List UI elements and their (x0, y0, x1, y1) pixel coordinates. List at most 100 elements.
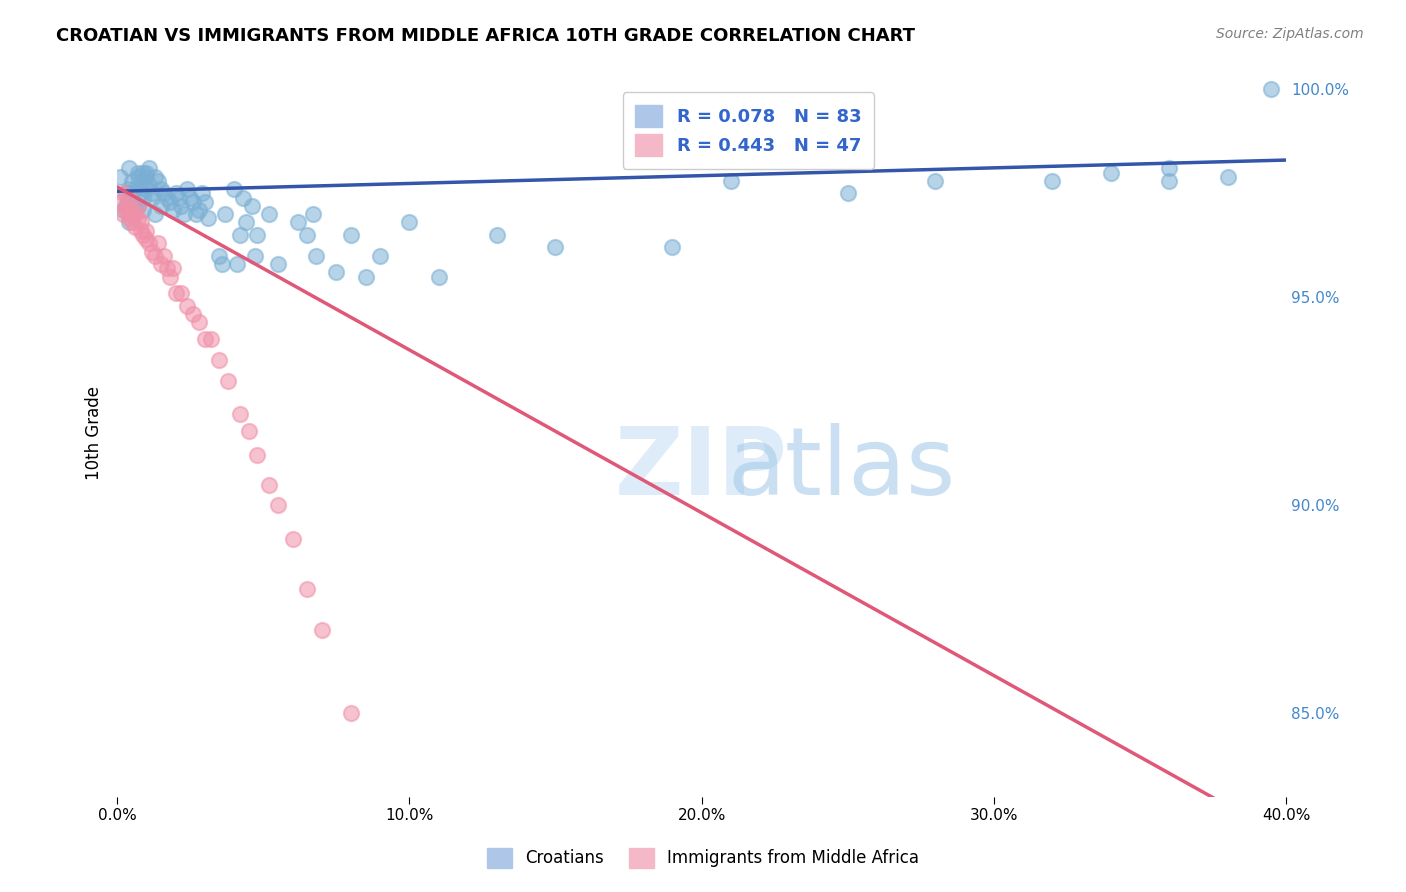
Point (132, 190, 155, 204)
Point (115, 199, 138, 213)
Point (181, 194, 204, 209)
Point (132, 165, 155, 179)
Point (194, 332, 217, 346)
Point (544, 240, 567, 254)
Point (121, 215, 143, 229)
Point (194, 194, 217, 209)
Point (124, 182, 146, 196)
Point (211, 257, 233, 271)
Point (121, 207, 143, 221)
Point (127, 199, 149, 213)
Point (246, 449, 269, 463)
Point (127, 199, 149, 213)
Point (118, 161, 141, 176)
Point (837, 186, 859, 201)
Point (121, 202, 143, 217)
Point (112, 207, 135, 221)
Legend: Croatians, Immigrants from Middle Africa: Croatians, Immigrants from Middle Africa (479, 841, 927, 875)
Point (427, 269, 450, 284)
Point (121, 186, 143, 201)
Point (173, 207, 195, 221)
Point (138, 161, 160, 176)
Point (208, 249, 231, 263)
Point (150, 257, 173, 271)
Legend: R = 0.078   N = 83, R = 0.443   N = 47: R = 0.078 N = 83, R = 0.443 N = 47 (623, 92, 875, 169)
Point (1099, 165, 1122, 179)
Point (1260, 82, 1282, 96)
Point (170, 286, 193, 301)
Point (167, 190, 190, 204)
Point (214, 207, 236, 221)
Point (1040, 174, 1063, 188)
Point (159, 269, 181, 284)
Point (295, 582, 318, 596)
Point (121, 174, 143, 188)
Point (232, 190, 254, 204)
Point (924, 174, 946, 188)
Point (127, 211, 149, 226)
Point (115, 202, 138, 217)
Point (165, 186, 187, 201)
Point (188, 315, 211, 329)
Point (162, 261, 184, 276)
Point (287, 215, 309, 229)
Point (257, 207, 280, 221)
Point (229, 407, 252, 421)
Text: Source: ZipAtlas.com: Source: ZipAtlas.com (1216, 27, 1364, 41)
Point (143, 249, 166, 263)
Point (141, 186, 163, 201)
Point (118, 215, 141, 229)
Point (146, 174, 169, 188)
Y-axis label: 10th Grade: 10th Grade (86, 385, 103, 480)
Point (132, 202, 155, 217)
Point (179, 190, 201, 204)
Point (118, 211, 141, 226)
Point (108, 169, 131, 184)
Point (340, 706, 363, 721)
Point (661, 240, 683, 254)
Point (240, 199, 263, 213)
Point (267, 257, 290, 271)
Point (115, 186, 138, 201)
Point (129, 224, 152, 238)
Point (138, 236, 160, 251)
Point (305, 249, 328, 263)
Point (222, 182, 245, 196)
Point (238, 424, 260, 438)
Point (132, 227, 155, 242)
Point (235, 215, 257, 229)
Point (176, 182, 198, 196)
Point (176, 299, 198, 313)
Point (135, 169, 157, 184)
Point (138, 178, 160, 192)
Point (108, 194, 131, 209)
Point (159, 194, 181, 209)
Point (156, 190, 179, 204)
Point (129, 186, 152, 201)
Point (141, 244, 163, 259)
Point (127, 169, 149, 184)
Point (143, 169, 166, 184)
Point (226, 257, 249, 271)
Point (325, 265, 347, 279)
Point (146, 236, 169, 251)
Point (156, 261, 179, 276)
Point (135, 182, 157, 196)
Point (124, 207, 146, 221)
Point (246, 227, 269, 242)
Point (129, 174, 152, 188)
Point (257, 477, 280, 491)
Point (127, 165, 149, 179)
Point (200, 332, 222, 346)
Point (170, 199, 193, 213)
Point (118, 182, 141, 196)
Point (162, 202, 184, 217)
Point (486, 227, 509, 242)
Point (398, 215, 420, 229)
Point (124, 202, 146, 217)
Point (184, 207, 207, 221)
Point (188, 202, 211, 217)
Point (112, 186, 135, 201)
Point (143, 207, 166, 221)
Point (191, 186, 214, 201)
